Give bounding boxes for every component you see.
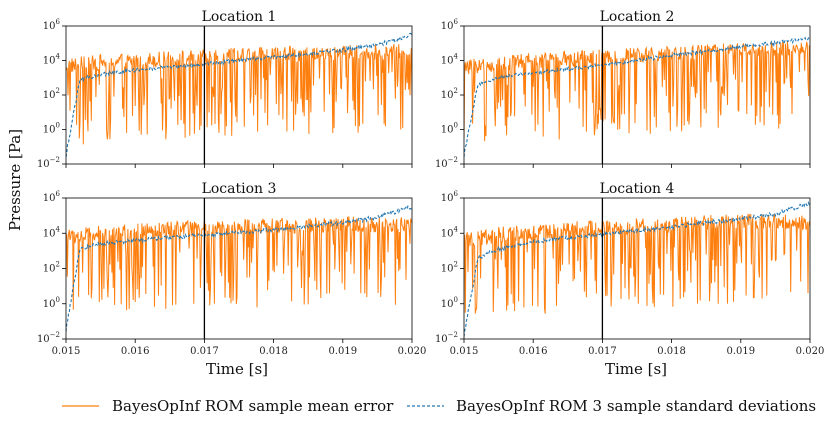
y-tick-label: 106	[43, 190, 61, 204]
x-tick-label: 0.018	[259, 346, 288, 357]
series-std	[66, 205, 412, 332]
series-mean-error	[464, 40, 810, 142]
panel-location-4: Location 4 0.015 0.016 0.017 0.018 0.019 0.020…	[435, 181, 824, 357]
x-axis-label-right: Time [s]	[605, 360, 667, 378]
y-tick-label: 100	[43, 122, 60, 136]
legend-label-std: BayesOpInf ROM 3 sample standard deviati…	[456, 397, 816, 415]
series-std	[464, 35, 810, 157]
panel-location-2: Location 2 10−2 100 102 104 106	[435, 9, 811, 170]
y-tick-label: 102	[441, 87, 458, 101]
y-tick-label: 104	[441, 53, 459, 67]
y-tick-label: 10−2	[37, 156, 60, 170]
x-tick-label: 0.015	[52, 346, 81, 357]
y-tick-label: 102	[441, 261, 458, 275]
y-tick-label: 104	[441, 225, 459, 239]
series-mean-error	[66, 44, 412, 145]
axes-frame	[65, 197, 413, 340]
axes-frame	[463, 25, 811, 165]
y-tick-label: 100	[441, 296, 458, 310]
y-tick-label: 100	[441, 122, 458, 136]
x-axis-label-left: Time [s]	[206, 360, 268, 378]
legend-label-mean-error: BayesOpInf ROM sample mean error	[112, 397, 394, 415]
y-tick-label: 102	[43, 87, 60, 101]
x-tick-label: 0.016	[121, 346, 150, 357]
panel-title: Location 3	[202, 181, 277, 197]
x-tick-label: 0.015	[450, 346, 479, 357]
x-tick-label: 0.019	[726, 346, 755, 357]
series-std	[66, 32, 412, 158]
y-tick-label: 106	[43, 18, 61, 32]
y-tick-label: 104	[43, 225, 61, 239]
axes-frame	[65, 25, 413, 165]
y-tick-label: 100	[43, 296, 60, 310]
x-tick-label: 0.016	[519, 346, 548, 357]
y-tick-label: 10−2	[435, 156, 458, 170]
y-tick-label: 106	[441, 18, 459, 32]
panel-title: Location 4	[600, 181, 675, 197]
y-axis-label: Pressure [Pa]	[6, 129, 24, 231]
x-tick-label: 0.017	[588, 346, 617, 357]
y-tick-label: 10−2	[435, 331, 458, 345]
panel-location-3: Location 3 0.015 0.016 0.017 0.018 0.019 0.020…	[37, 181, 426, 357]
panel-title: Location 1	[202, 9, 277, 25]
panel-title: Location 2	[600, 9, 675, 25]
series-std	[464, 201, 810, 337]
y-tick-label: 10−2	[37, 331, 60, 345]
x-tick-label: 0.019	[328, 346, 357, 357]
panel-location-1: Location 1 10−2 100 102 104 106	[37, 9, 413, 170]
y-tick-label: 106	[441, 190, 459, 204]
series-mean-error	[66, 216, 412, 311]
x-tick-label: 0.018	[657, 346, 686, 357]
axes-frame	[463, 197, 811, 340]
series-mean-error	[464, 213, 810, 314]
x-tick-label: 0.017	[190, 346, 219, 357]
legend: BayesOpInf ROM sample mean error BayesOp…	[62, 397, 816, 415]
y-tick-label: 102	[43, 261, 60, 275]
y-tick-label: 104	[43, 53, 61, 67]
x-tick-label: 0.020	[398, 346, 427, 357]
x-tick-label: 0.020	[796, 346, 825, 357]
panels: Location 1 10−2 100 102 104 106 Location 2 10−2…	[37, 9, 824, 357]
